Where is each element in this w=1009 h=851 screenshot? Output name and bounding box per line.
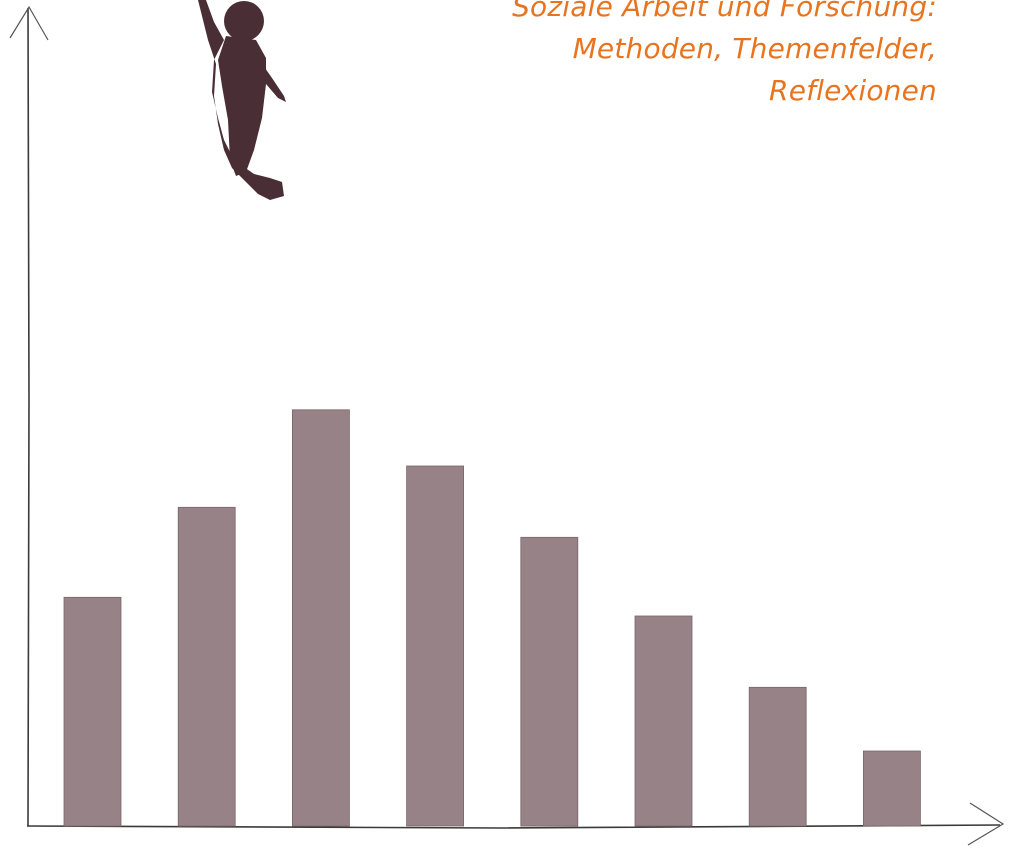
bar-1 [63,596,122,827]
bars-group [63,409,921,827]
bar-8 [863,750,921,827]
bar-2 [177,506,236,827]
y-axis-arrow [9,5,49,41]
y-axis [27,7,30,827]
title-line-1: Soziale Arbeit und Forschung: [512,0,937,23]
jumping-child-silhouette-icon [198,0,286,200]
title-line-3: Reflexionen [769,74,937,107]
bar-4 [406,465,465,827]
bar-7 [748,686,807,827]
x-axis-arrow [967,802,1005,846]
book-title: Soziale Arbeit und Forschung: Methoden, … [377,0,937,112]
x-axis [26,824,1001,829]
bar-3 [291,409,350,827]
title-line-2: Methoden, Themenfelder, [572,32,937,65]
bar-6 [634,615,693,827]
bar-5 [520,536,579,827]
